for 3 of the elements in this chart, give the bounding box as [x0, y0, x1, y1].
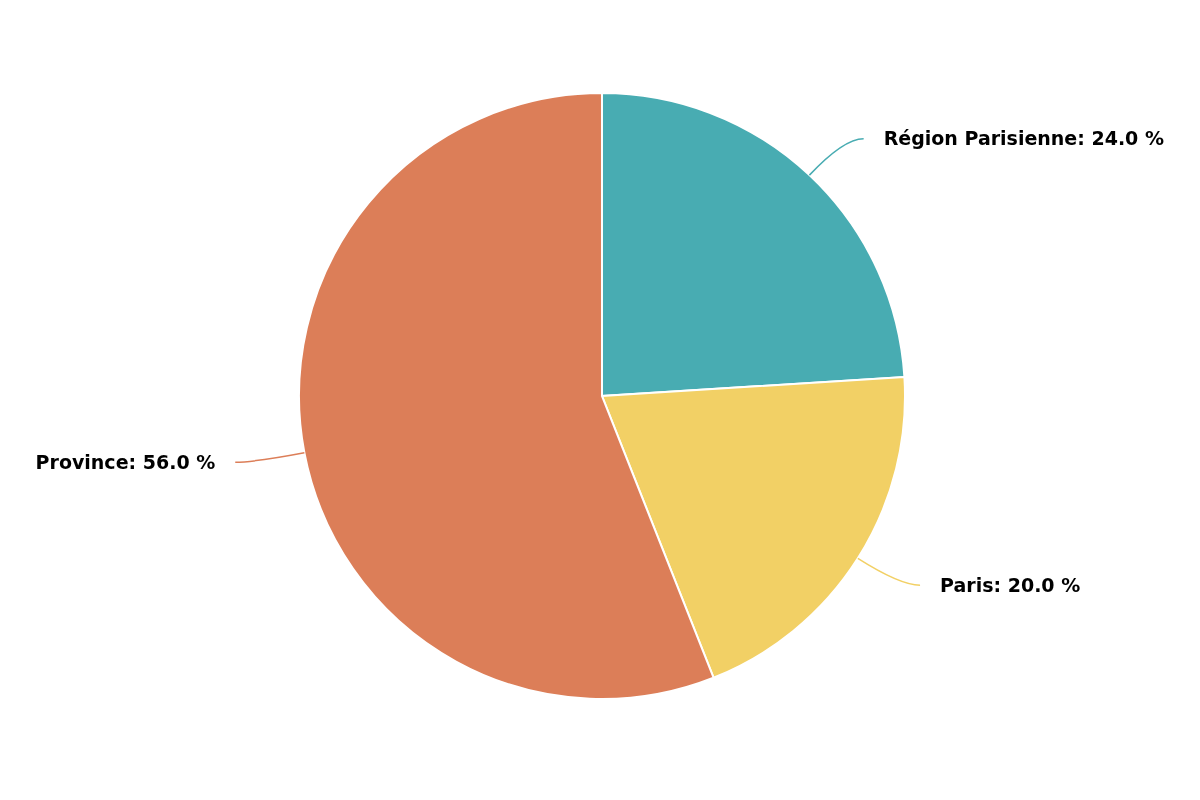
slice-label: Région Parisienne: 24.0 %	[883, 127, 1164, 150]
slice-label: Paris: 20.0 %	[940, 573, 1081, 596]
slice-label: Province: 56.0 %	[35, 450, 216, 473]
